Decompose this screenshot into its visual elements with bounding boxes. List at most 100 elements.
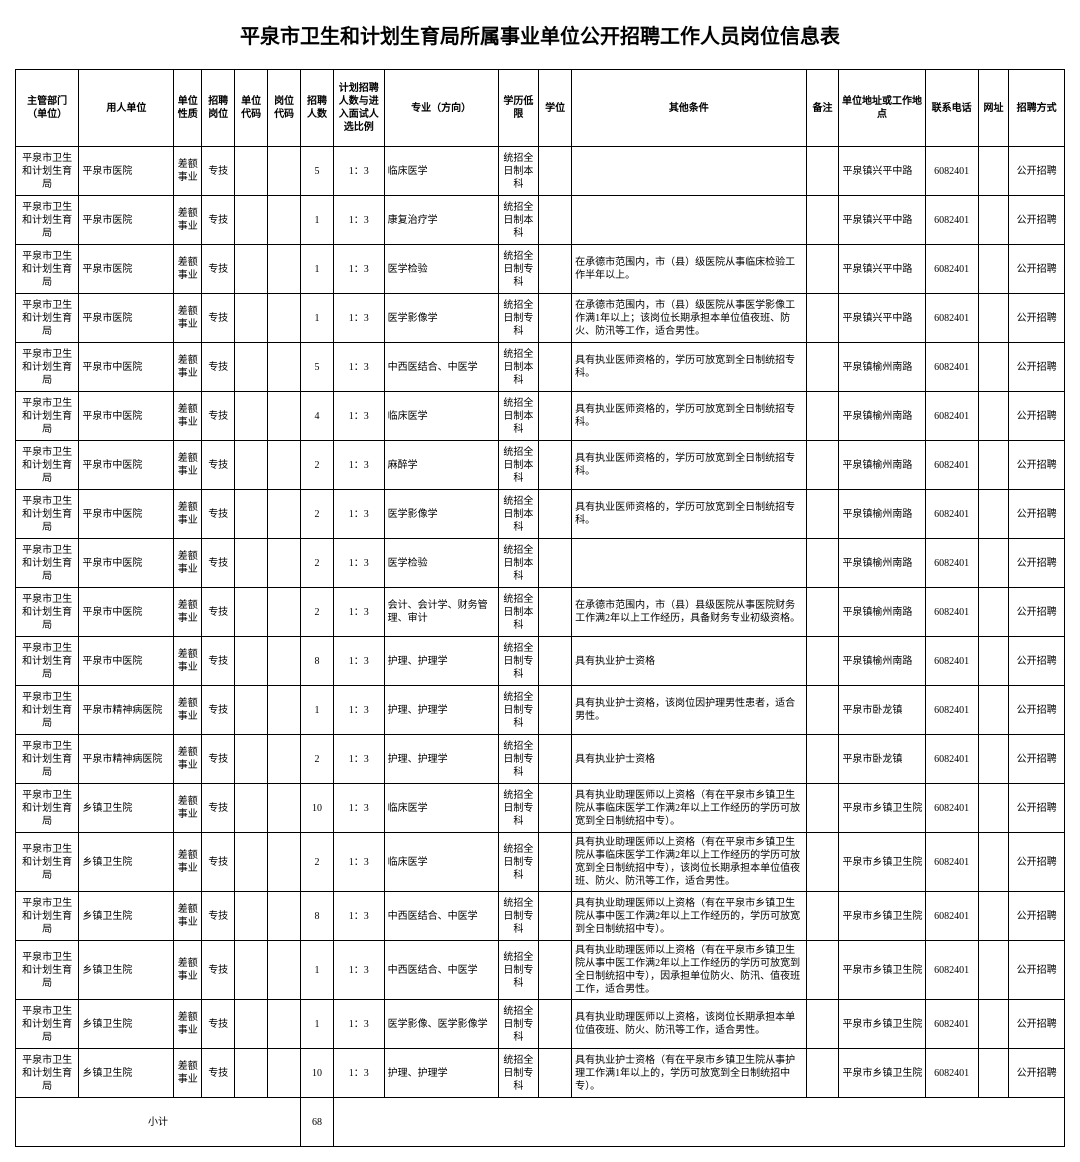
cell-unit: 平泉市医院 — [79, 245, 174, 294]
cell-pcode — [268, 441, 301, 490]
cell-addr: 平泉镇榆州南路 — [839, 490, 925, 539]
cell-nature: 差额事业 — [174, 1049, 202, 1098]
cell-addr: 平泉市乡镇卫生院 — [839, 784, 925, 833]
subtotal-row: 小计 68 — [16, 1098, 1065, 1147]
cell-phone: 6082401 — [925, 392, 978, 441]
cell-edu: 统招全日制专科 — [498, 637, 539, 686]
cell-web — [978, 196, 1008, 245]
cell-addr: 平泉市乡镇卫生院 — [839, 892, 925, 941]
cell-ratio: 1：3 — [333, 637, 384, 686]
cell-dept: 平泉市卫生和计划生育局 — [16, 392, 79, 441]
cell-pcode — [268, 784, 301, 833]
cell-edu: 统招全日制本科 — [498, 147, 539, 196]
cell-note — [806, 686, 839, 735]
cell-phone: 6082401 — [925, 245, 978, 294]
cell-nature: 差额事业 — [174, 343, 202, 392]
cell-ucode — [235, 196, 268, 245]
cell-web — [978, 892, 1008, 941]
cell-addr: 平泉镇兴平中路 — [839, 147, 925, 196]
h-unit: 用人单位 — [79, 70, 174, 147]
cell-addr: 平泉镇榆州南路 — [839, 588, 925, 637]
cell-post: 专技 — [202, 686, 235, 735]
cell-major: 临床医学 — [384, 147, 498, 196]
cell-post: 专技 — [202, 784, 235, 833]
cell-num: 4 — [301, 392, 334, 441]
cell-web — [978, 441, 1008, 490]
cell-note — [806, 196, 839, 245]
cell-other: 具有执业医师资格的，学历可放宽到全日制统招专科。 — [572, 343, 806, 392]
cell-dept: 平泉市卫生和计划生育局 — [16, 490, 79, 539]
cell-dept: 平泉市卫生和计划生育局 — [16, 343, 79, 392]
cell-phone: 6082401 — [925, 147, 978, 196]
cell-ucode — [235, 147, 268, 196]
cell-major: 中西医结合、中医学 — [384, 343, 498, 392]
h-note: 备注 — [806, 70, 839, 147]
cell-dept: 平泉市卫生和计划生育局 — [16, 735, 79, 784]
cell-ucode — [235, 1049, 268, 1098]
cell-major: 医学检验 — [384, 245, 498, 294]
table-row: 平泉市卫生和计划生育局平泉市精神病医院差额事业专技21：3护理、护理学统招全日制… — [16, 735, 1065, 784]
cell-method: 公开招聘 — [1009, 196, 1065, 245]
cell-web — [978, 539, 1008, 588]
cell-major: 临床医学 — [384, 833, 498, 892]
cell-dept: 平泉市卫生和计划生育局 — [16, 892, 79, 941]
cell-ratio: 1：3 — [333, 245, 384, 294]
cell-edu: 统招全日制专科 — [498, 294, 539, 343]
cell-nature: 差额事业 — [174, 245, 202, 294]
cell-method: 公开招聘 — [1009, 245, 1065, 294]
cell-other — [572, 539, 806, 588]
cell-addr: 平泉镇榆州南路 — [839, 343, 925, 392]
cell-unit: 平泉市中医院 — [79, 392, 174, 441]
cell-method: 公开招聘 — [1009, 147, 1065, 196]
cell-ucode — [235, 892, 268, 941]
cell-post: 专技 — [202, 637, 235, 686]
cell-other: 具有执业助理医师以上资格，该岗位长期承担本单位值夜班、防火、防汛等工作，适合男性… — [572, 1000, 806, 1049]
cell-web — [978, 1049, 1008, 1098]
cell-major: 中西医结合、中医学 — [384, 941, 498, 1000]
cell-num: 5 — [301, 147, 334, 196]
cell-web — [978, 637, 1008, 686]
cell-dept: 平泉市卫生和计划生育局 — [16, 441, 79, 490]
cell-note — [806, 833, 839, 892]
cell-phone: 6082401 — [925, 1000, 978, 1049]
cell-unit: 乡镇卫生院 — [79, 941, 174, 1000]
cell-method: 公开招聘 — [1009, 941, 1065, 1000]
cell-degree — [539, 441, 572, 490]
cell-other: 具有执业助理医师以上资格（有在平泉市乡镇卫生院从事临床医学工作满2年以上工作经历… — [572, 784, 806, 833]
cell-other: 具有执业助理医师以上资格（有在平泉市乡镇卫生院从事中医工作满2年以上工作经历的，… — [572, 892, 806, 941]
cell-pcode — [268, 343, 301, 392]
cell-addr: 平泉镇兴平中路 — [839, 196, 925, 245]
table-row: 平泉市卫生和计划生育局乡镇卫生院差额事业专技11：3中西医结合、中医学统招全日制… — [16, 941, 1065, 1000]
cell-other: 具有执业护士资格 — [572, 735, 806, 784]
h-nature: 单位性质 — [174, 70, 202, 147]
cell-note — [806, 294, 839, 343]
cell-unit: 平泉市医院 — [79, 196, 174, 245]
cell-pcode — [268, 686, 301, 735]
cell-addr: 平泉市乡镇卫生院 — [839, 941, 925, 1000]
table-row: 平泉市卫生和计划生育局平泉市中医院差额事业专技21：3医学检验统招全日制本科平泉… — [16, 539, 1065, 588]
cell-pcode — [268, 941, 301, 1000]
table-row: 平泉市卫生和计划生育局平泉市医院差额事业专技51：3临床医学统招全日制本科平泉镇… — [16, 147, 1065, 196]
cell-ucode — [235, 1000, 268, 1049]
cell-note — [806, 392, 839, 441]
table-row: 平泉市卫生和计划生育局平泉市医院差额事业专技11：3康复治疗学统招全日制本科平泉… — [16, 196, 1065, 245]
cell-other: 在承德市范围内，市（县）级医院从事临床检验工作半年以上。 — [572, 245, 806, 294]
cell-other: 具有执业医师资格的，学历可放宽到全日制统招专科。 — [572, 490, 806, 539]
cell-dept: 平泉市卫生和计划生育局 — [16, 245, 79, 294]
cell-edu: 统招全日制本科 — [498, 441, 539, 490]
cell-major: 麻醉学 — [384, 441, 498, 490]
cell-unit: 乡镇卫生院 — [79, 892, 174, 941]
cell-ucode — [235, 539, 268, 588]
h-method: 招聘方式 — [1009, 70, 1065, 147]
h-other: 其他条件 — [572, 70, 806, 147]
cell-web — [978, 1000, 1008, 1049]
cell-major: 护理、护理学 — [384, 686, 498, 735]
h-degree: 学位 — [539, 70, 572, 147]
cell-pcode — [268, 147, 301, 196]
cell-edu: 统招全日制专科 — [498, 1000, 539, 1049]
h-addr: 单位地址或工作地点 — [839, 70, 925, 147]
cell-nature: 差额事业 — [174, 637, 202, 686]
cell-dept: 平泉市卫生和计划生育局 — [16, 147, 79, 196]
cell-edu: 统招全日制本科 — [498, 343, 539, 392]
cell-post: 专技 — [202, 441, 235, 490]
